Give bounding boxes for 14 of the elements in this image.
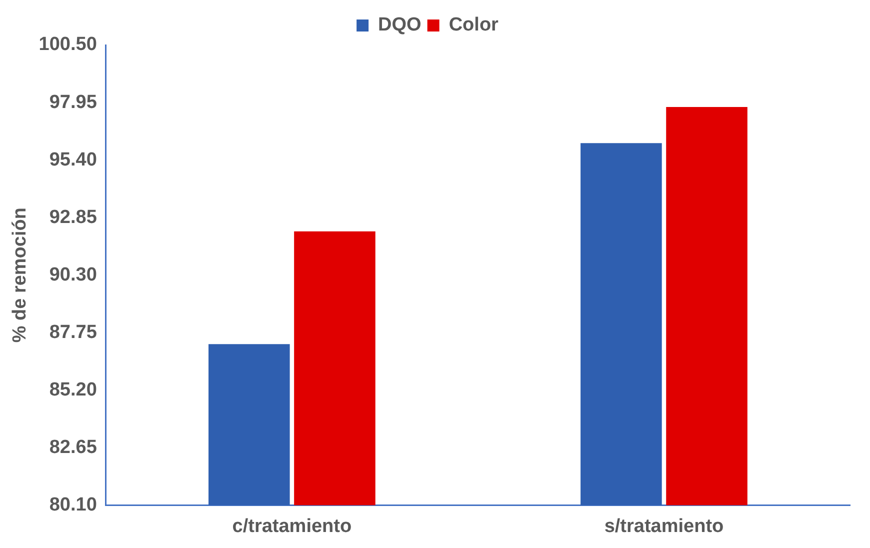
y-tick-label: 85.20: [49, 379, 97, 400]
y-axis-title: % de remoción: [10, 208, 31, 343]
y-tick-label: 92.85: [49, 206, 98, 228]
legend-label: Color: [448, 14, 500, 36]
y-tick-label: 82.65: [49, 436, 98, 458]
y-tick-label: 87.75: [49, 322, 98, 343]
x-tick-label: c/tratamiento: [232, 516, 352, 537]
legend-label: DQO: [378, 14, 422, 36]
x-tick-label: s/tratamiento: [604, 516, 724, 537]
y-tick-label: 95.40: [49, 149, 97, 170]
y-tick-label: 80.10: [49, 494, 97, 516]
y-tick-label: 97.95: [49, 92, 98, 113]
y-tick-label: 90.30: [49, 264, 97, 286]
y-tick-label: 100.50: [38, 34, 97, 56]
